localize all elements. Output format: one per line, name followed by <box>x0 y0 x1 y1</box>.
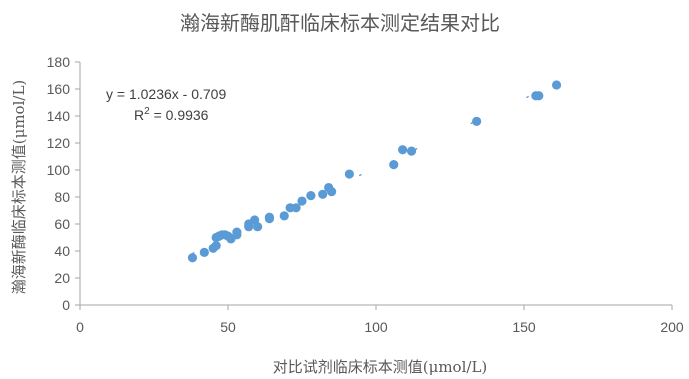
y-tick-label: 40 <box>54 243 70 259</box>
y-tick-label: 60 <box>54 216 70 232</box>
x-tick-label: 100 <box>364 319 388 335</box>
y-tick-label: 80 <box>54 189 70 205</box>
y-tick-label: 160 <box>47 81 71 97</box>
r-squared-value: = 0.9936 <box>150 107 209 123</box>
y-tick-label: 140 <box>47 108 71 124</box>
r-squared-prefix: R <box>134 107 144 123</box>
x-tick-label: 0 <box>76 319 84 335</box>
data-point <box>551 80 562 90</box>
x-axis-ticks: 0 50 100 150 200 <box>76 305 684 335</box>
data-point <box>344 169 354 179</box>
data-point <box>398 145 408 155</box>
data-point <box>472 116 482 126</box>
data-point <box>327 187 337 197</box>
y-tick-label: 120 <box>47 135 71 151</box>
y-tick-label: 20 <box>54 270 70 286</box>
data-point <box>232 227 242 237</box>
r-squared-label: R2 = 0.9936 <box>134 106 209 123</box>
data-points <box>187 80 562 263</box>
data-point <box>534 91 544 101</box>
trendline-equation: y = 1.0236x - 0.709 <box>106 86 226 102</box>
data-point <box>211 241 221 251</box>
data-point <box>406 146 417 156</box>
data-point <box>253 222 263 232</box>
x-tick-label: 50 <box>220 319 236 335</box>
data-point <box>187 253 198 263</box>
y-axis-label: 瀚海新酶临床标本测值(μmol/L) <box>10 80 28 295</box>
y-tick-label: 0 <box>62 297 70 313</box>
data-point <box>199 247 209 257</box>
data-point <box>291 203 301 213</box>
y-axis-ticks: 0 20 40 60 80 100 120 140 160 180 <box>47 54 80 313</box>
data-point <box>306 191 316 201</box>
data-point <box>318 189 328 199</box>
chart-title: 瀚海新酶肌酐临床标本测定结果对比 <box>180 11 500 35</box>
x-tick-label: 150 <box>512 319 536 335</box>
data-point <box>264 212 275 222</box>
y-tick-label: 100 <box>47 162 71 178</box>
y-tick-label: 180 <box>47 54 71 70</box>
data-point <box>389 160 399 170</box>
r-squared-superscript: 2 <box>144 106 150 117</box>
x-axis-label: 对比试剂临床标本测值(μmol/L) <box>273 358 488 376</box>
x-tick-label: 200 <box>660 319 684 335</box>
data-point <box>297 196 307 206</box>
data-point <box>279 211 289 221</box>
